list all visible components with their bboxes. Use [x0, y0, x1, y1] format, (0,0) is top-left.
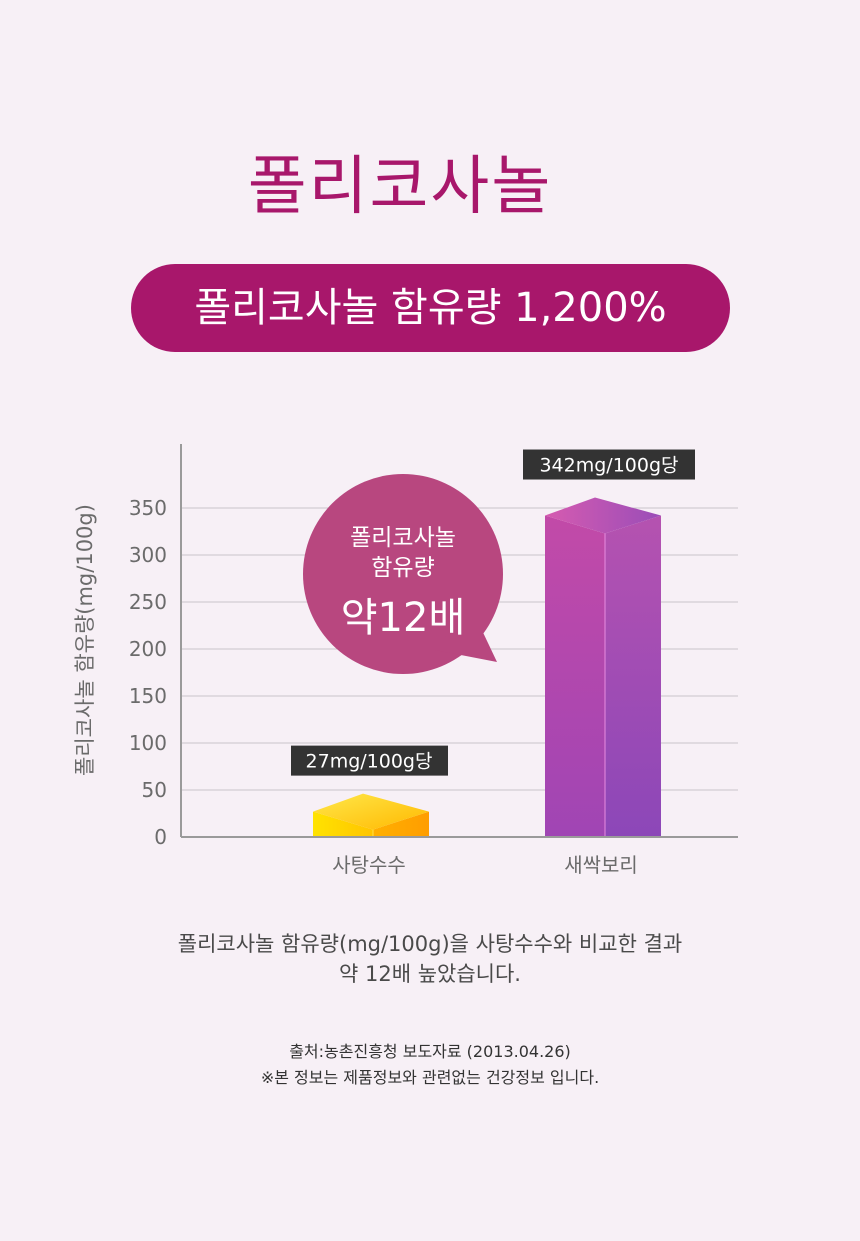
x-tick-label: 새싹보리: [564, 853, 638, 877]
bubble-tail: [435, 605, 497, 662]
value-label-box: [291, 745, 448, 776]
y-tick-label: 50: [142, 778, 167, 802]
disclaimer-note: ※본 정보는 제품정보와 관련없는 건강정보 입니다.: [260, 1068, 600, 1087]
bar-side-face: [605, 515, 661, 837]
bar-top-face: [313, 793, 429, 830]
y-tick-label: 350: [129, 496, 167, 520]
labels-layer: 27mg/100g당 342mg/100g당: [291, 449, 695, 776]
page-title: 폴리코사놀: [247, 150, 553, 224]
x-tick-label: 사탕수수: [332, 853, 406, 877]
y-tick-label: 200: [129, 637, 167, 661]
value-label: 342mg/100g당: [539, 455, 678, 477]
y-tick-label: 300: [129, 543, 167, 567]
content-banner: 폴리코사놀 함유량 1,200%: [131, 264, 730, 352]
bubble-shape: [303, 474, 503, 674]
bars-layer: [313, 497, 661, 837]
bar-top-face: [545, 497, 661, 534]
description-line-2: 약 12배 높았습니다.: [339, 962, 521, 986]
axis-layer: 0 50 100 150 200 250 300 350 사탕수수 새싹보리: [129, 444, 738, 877]
bubble-line-1: 폴리코사놀: [350, 525, 456, 551]
y-tick-label: 100: [129, 731, 167, 755]
description-line-1: 폴리코사놀 함유량(mg/100g)을 사탕수수와 비교한 결과: [177, 932, 683, 956]
source-note: 출처:농촌진흥청 보도자료 (2013.04.26): [289, 1042, 571, 1061]
chart: 27mg/100g당 342mg/100g당 0 50 100 150 200 250 300…: [129, 444, 738, 877]
bar-side-face: [373, 811, 429, 837]
bar-front-face: [313, 811, 373, 837]
y-tick-label: 150: [129, 684, 167, 708]
y-tick-label: 250: [129, 590, 167, 614]
bubble-layer: [303, 474, 503, 674]
bubble-line-3: 약12배: [340, 595, 466, 641]
value-label-box: [523, 449, 695, 480]
y-tick-label: 0: [154, 825, 167, 849]
bubble-line-2: 함유량: [371, 555, 435, 581]
bar-front-face: [545, 515, 605, 837]
value-label: 27mg/100g당: [306, 751, 433, 773]
